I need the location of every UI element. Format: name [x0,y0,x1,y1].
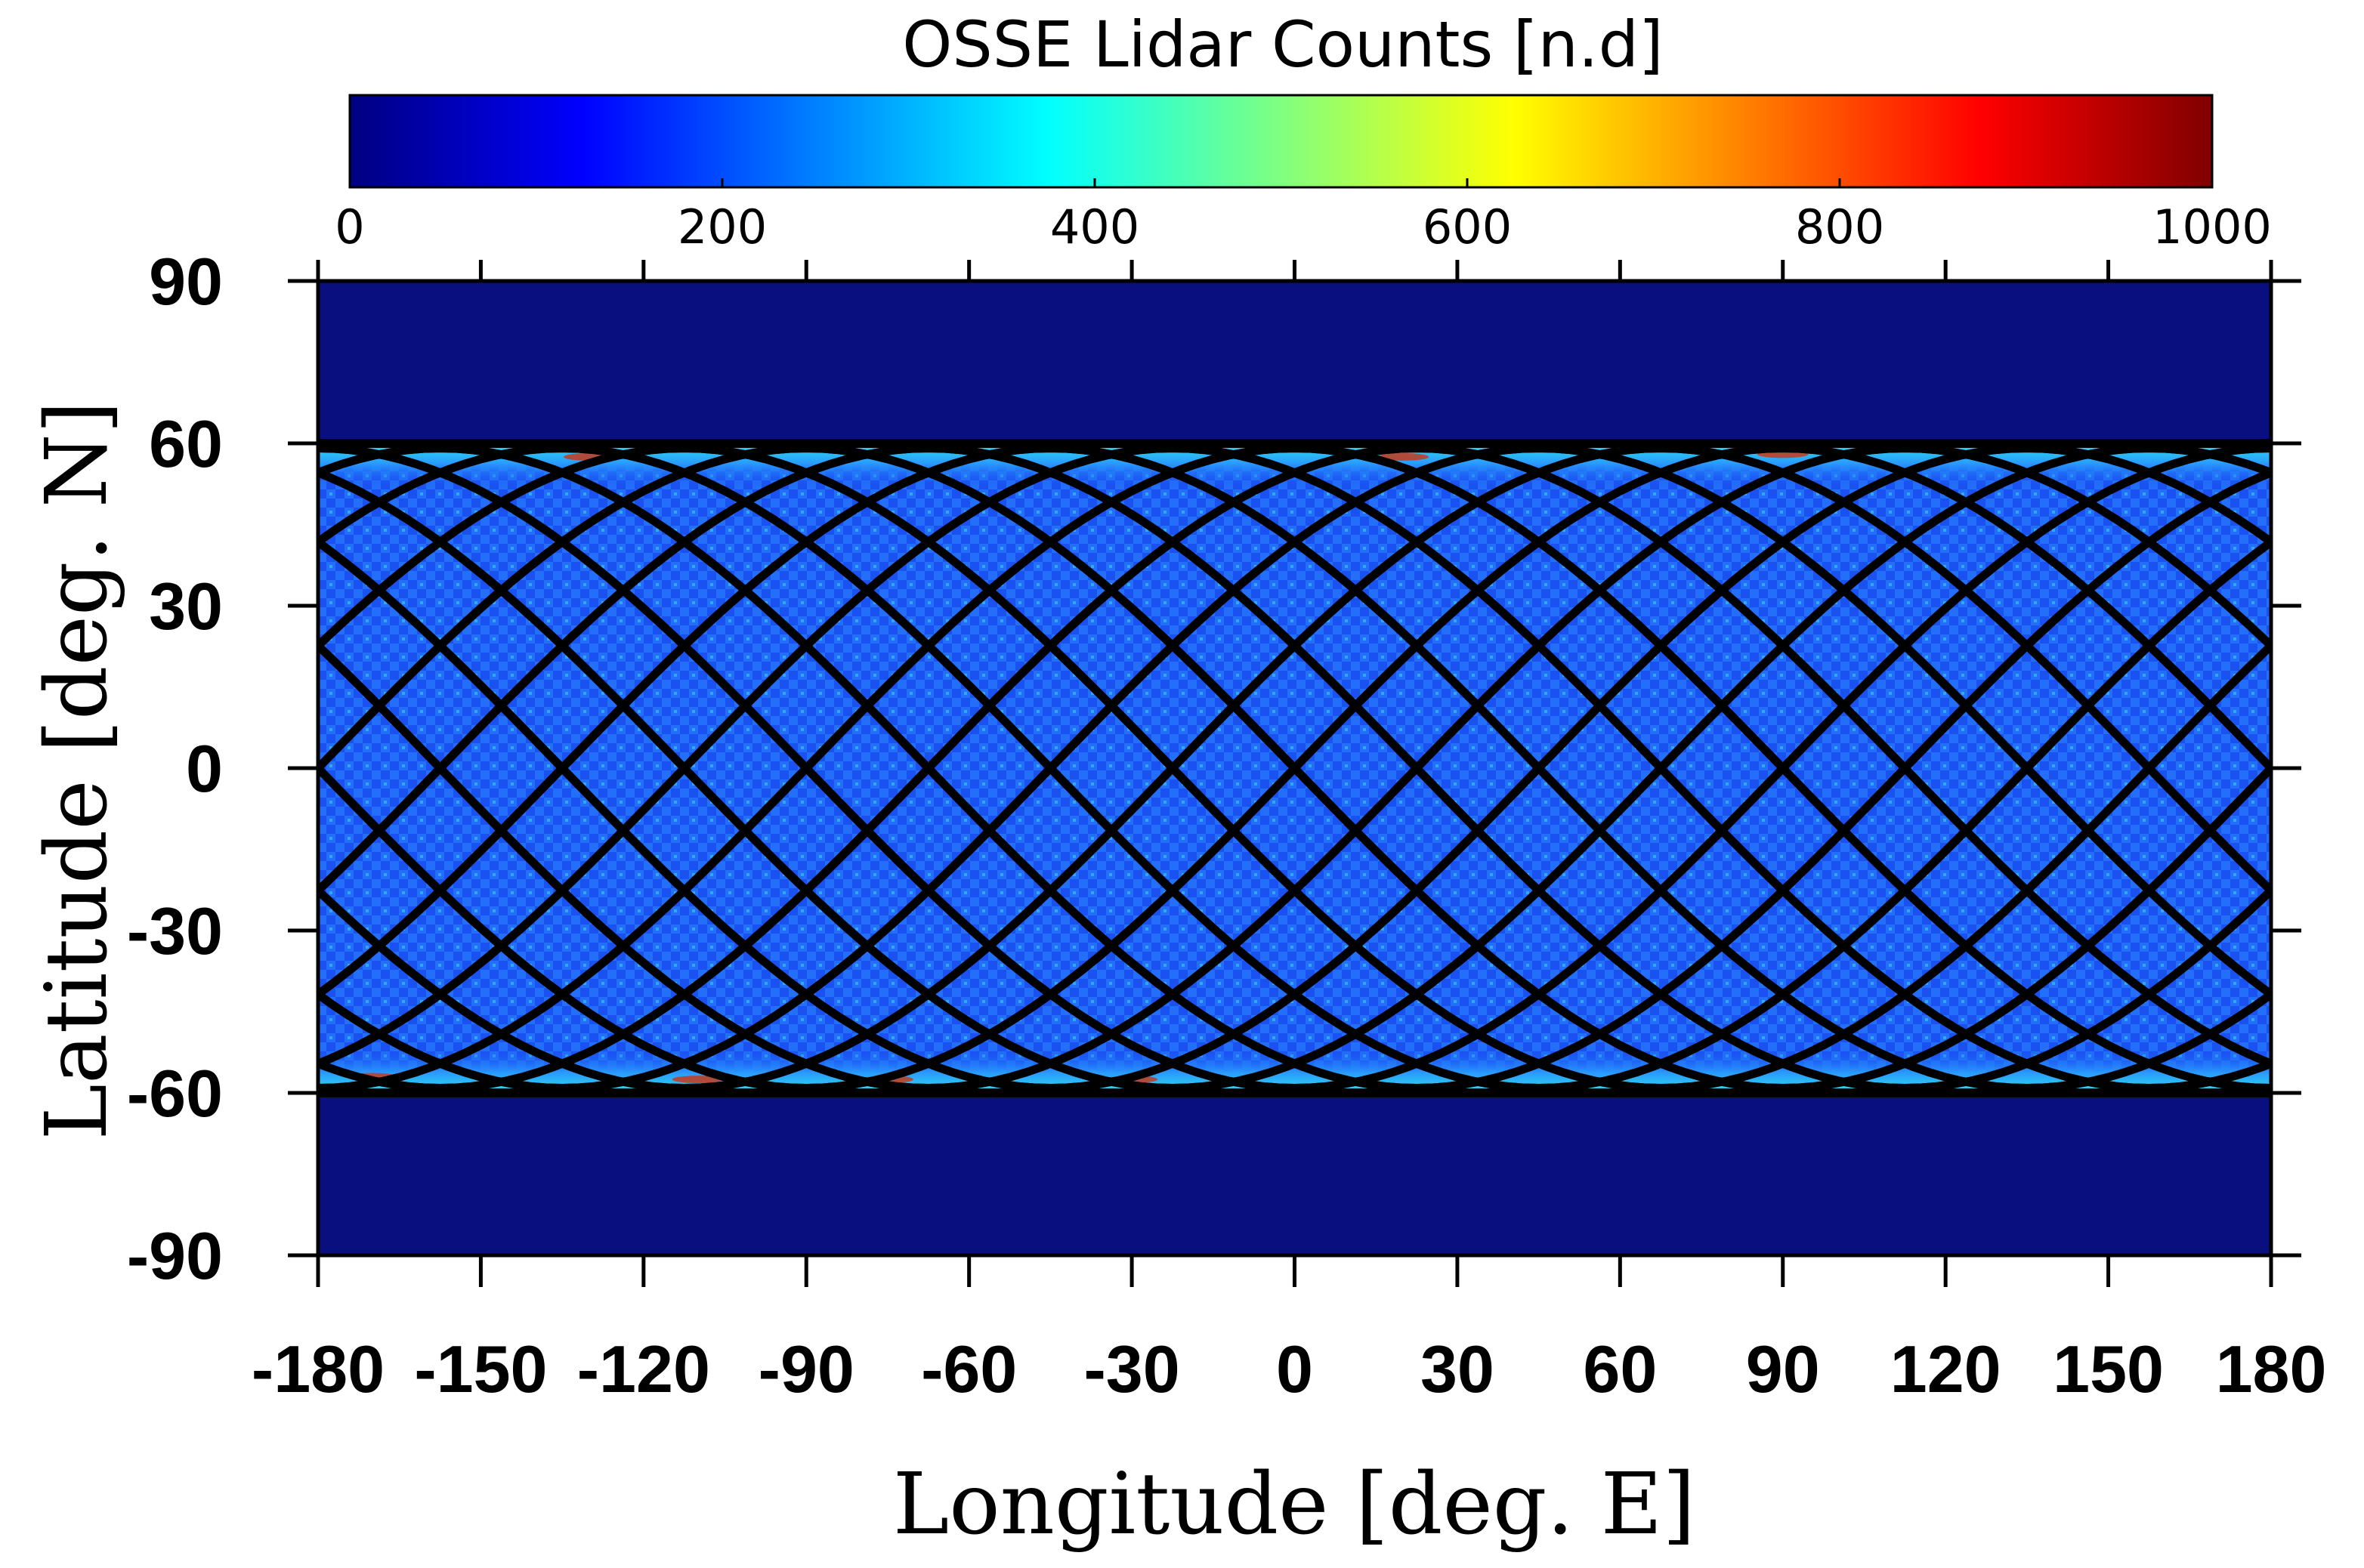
y-tick-label: 90 [149,244,223,319]
y-tick-label: 30 [149,569,223,644]
orbit-track [318,443,2271,1093]
colorbar-tick-label: 400 [1050,199,1139,255]
x-axis-label: Longitude [deg. E] [893,1455,1695,1554]
y-tick-label: -90 [127,1218,223,1293]
orbit-track [318,443,2271,1093]
peak-spot [672,1076,724,1084]
colorbar [348,94,2214,189]
x-tick-label: -180 [252,1332,385,1406]
x-tick-label: 180 [2216,1332,2327,1406]
colorbar-ticks: 0 200 400 600 800 1000 [335,178,2272,255]
x-tick-label: 60 [1583,1332,1657,1406]
orbit-track [318,443,2271,1093]
colorbar-tick-label: 800 [1795,199,1884,255]
x-tick-label: -120 [577,1332,710,1406]
orbit-track [318,443,2271,1093]
plot-area [318,281,2271,1255]
colorbar-tick-label: 600 [1423,199,1512,255]
x-tick-label: -150 [414,1332,547,1406]
y-axis: 90 60 30 0 -30 -60 -90 [127,244,2301,1293]
x-tick-label: 150 [2053,1332,2164,1406]
orbit-track [318,443,2271,1093]
y-tick-label: 0 [186,731,223,806]
x-axis: -180 -150 -120 -90 -60 -30 0 30 60 90 120 150 180 [252,260,2326,1406]
x-tick-label: -60 [921,1332,1017,1406]
peak-spot [1377,452,1429,461]
y-tick-label: 60 [149,406,223,481]
y-tick-label: -60 [127,1056,223,1131]
orbit-tracks [318,439,2271,1097]
x-tick-label: -30 [1083,1332,1179,1406]
y-tick-label: -30 [127,894,223,968]
orbit-track [318,443,2271,1093]
colorbar-tick-label: 200 [678,199,767,255]
orbit-track [318,443,2271,1093]
x-tick-label: -90 [759,1332,854,1406]
x-tick-label: 120 [1890,1332,2001,1406]
colorbar-title: OSSE Lidar Counts [n.d] [902,8,1663,82]
colorbar-tick-label: 1000 [2152,199,2272,255]
x-tick-label: 30 [1420,1332,1494,1406]
colorbar-tick-label: 0 [335,199,364,255]
x-tick-label: 90 [1746,1332,1820,1406]
y-axis-label: Latitude [deg. N] [28,401,126,1141]
x-tick-label: 0 [1276,1332,1313,1406]
